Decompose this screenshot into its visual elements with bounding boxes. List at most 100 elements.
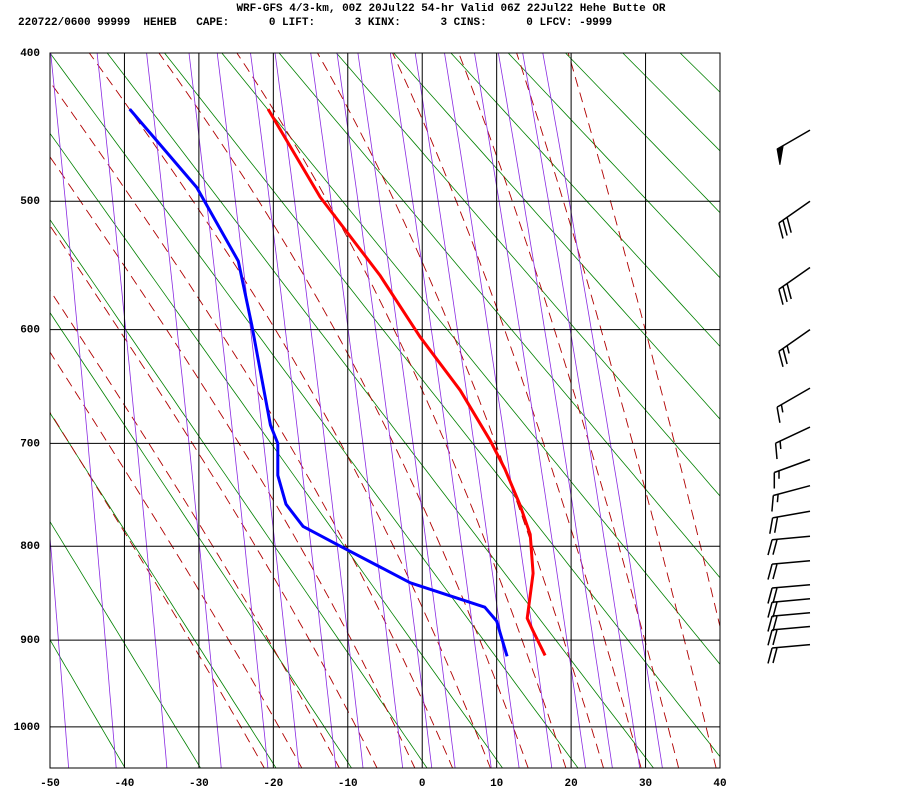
dry-adiabat xyxy=(106,53,655,768)
moist-adiabat xyxy=(88,53,491,768)
mixing-ratio-line xyxy=(357,53,456,768)
dry-adiabat xyxy=(50,520,201,768)
wind-barb xyxy=(767,535,811,556)
dry-adiabat xyxy=(507,53,720,279)
wind-barb-staff xyxy=(773,458,811,489)
wind-barb xyxy=(774,426,811,460)
y-tick-label: 1000 xyxy=(14,722,40,734)
mixing-ratio-line xyxy=(146,53,222,768)
x-tick-label: 10 xyxy=(490,778,503,790)
y-tick-label: 800 xyxy=(20,541,40,553)
wind-barb xyxy=(769,510,811,534)
wind-barb xyxy=(767,560,811,580)
profile-line xyxy=(128,108,509,657)
mixing-ratio-line xyxy=(497,53,613,768)
x-tick-label: -10 xyxy=(338,778,358,790)
wind-barb-staff xyxy=(778,200,811,239)
wind-barb-staff xyxy=(767,560,811,580)
mixing-ratio-line xyxy=(389,53,492,768)
wind-barb-staff xyxy=(767,625,811,646)
dry-adiabat xyxy=(50,132,503,768)
mixing-ratio-line xyxy=(542,53,663,768)
wind-barb xyxy=(778,328,811,367)
moist-adiabat xyxy=(236,53,567,768)
wind-barb-staff xyxy=(774,426,811,460)
wind-barb-staff xyxy=(776,387,811,423)
mixing-ratio-line xyxy=(444,53,553,768)
moist-adiabat xyxy=(392,53,642,768)
x-tick-label: -50 xyxy=(40,778,60,790)
wind-barb xyxy=(767,643,811,664)
dry-adiabat xyxy=(163,53,720,758)
wind-barb xyxy=(767,625,811,646)
dry-adiabat xyxy=(450,53,720,348)
wind-barb xyxy=(767,598,811,618)
dry-adiabat xyxy=(393,53,720,420)
y-tick-label: 400 xyxy=(20,48,40,60)
dry-adiabat xyxy=(50,412,277,768)
mixing-ratio-line xyxy=(250,53,337,768)
dry-adiabat xyxy=(50,638,126,768)
wind-barb xyxy=(767,612,811,632)
mixing-ratio-line xyxy=(216,53,300,768)
dry-adiabat xyxy=(335,53,720,497)
wind-barb-staff xyxy=(769,510,811,534)
y-tick-label: 700 xyxy=(20,438,40,450)
mixing-ratio-line xyxy=(50,532,70,768)
x-tick-label: -30 xyxy=(189,778,209,790)
moist-adiabat xyxy=(50,224,378,768)
wind-barb-staff xyxy=(767,643,811,664)
moist-adiabat xyxy=(516,53,717,768)
wind-barb-staff xyxy=(767,583,811,604)
wind-barb-staff xyxy=(767,598,811,618)
wind-barb-staff xyxy=(778,266,811,305)
wind-barb-staff xyxy=(767,535,811,556)
profile-line xyxy=(266,108,547,657)
wind-barb xyxy=(767,583,811,604)
dry-adiabat xyxy=(221,53,720,665)
mixing-ratio-line xyxy=(188,53,269,768)
x-tick-label: -40 xyxy=(115,778,135,790)
y-tick-label: 600 xyxy=(20,324,40,336)
dry-adiabat xyxy=(278,53,720,579)
mixing-ratio-line xyxy=(414,53,520,768)
wind-barb xyxy=(776,129,811,165)
moist-adiabat xyxy=(567,53,720,629)
moist-adiabat xyxy=(458,53,680,768)
chart-title: WRF-GFS 4/3-km, 00Z 20Jul22 54-hr Valid … xyxy=(236,3,665,15)
moist-adiabat xyxy=(316,53,604,768)
wind-barb-pennant xyxy=(776,144,784,165)
mixing-ratio-line xyxy=(310,53,404,768)
x-tick-label: 20 xyxy=(565,778,578,790)
wind-barb-staff xyxy=(767,612,811,632)
x-tick-label: 0 xyxy=(419,778,426,790)
mixing-ratio-line xyxy=(274,53,364,768)
wind-barb-staff xyxy=(778,328,811,367)
mixing-ratio-line xyxy=(96,53,168,768)
mixing-ratio-line xyxy=(50,53,117,768)
mixing-ratio-line xyxy=(522,53,641,768)
wind-barb xyxy=(778,200,811,239)
x-tick-label: 30 xyxy=(639,778,652,790)
x-tick-label: 40 xyxy=(713,778,726,790)
wind-barb xyxy=(776,387,811,423)
dry-adiabat xyxy=(564,53,720,214)
wind-barb xyxy=(778,266,811,305)
mixing-ratio-line xyxy=(474,53,587,768)
reference-lines xyxy=(50,53,720,768)
moist-adiabat xyxy=(158,53,529,768)
moist-adiabat xyxy=(50,81,454,768)
dry-adiabat xyxy=(50,218,428,768)
moist-adiabat xyxy=(50,156,416,768)
y-tick-label: 900 xyxy=(20,635,40,647)
x-tick-label: -20 xyxy=(263,778,283,790)
dry-adiabat xyxy=(50,53,579,768)
wind-barb xyxy=(773,458,811,489)
wind-barb-staff xyxy=(771,484,811,512)
y-tick-label: 500 xyxy=(20,196,40,208)
chart-subtitle: 220722/0600 99999 HEHEB CAPE: 0 LIFT: 3 … xyxy=(18,17,612,29)
wind-barb xyxy=(771,484,811,512)
dry-adiabat xyxy=(50,311,352,768)
